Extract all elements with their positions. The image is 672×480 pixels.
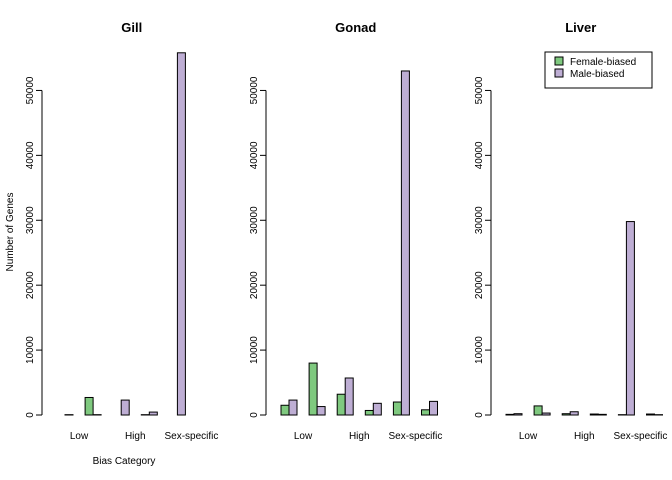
liver-y-tick-label: 0 (474, 412, 485, 418)
gonad-bar-female (336, 393, 346, 416)
legend-label-female: Female-biased (570, 57, 636, 68)
liver-bar-female (646, 413, 655, 416)
liver-y-tick-label: 40000 (474, 141, 485, 169)
gonad-bar-male (372, 402, 382, 416)
gonad-bar-female (280, 404, 290, 416)
gonad-y-tick-label: 0 (249, 412, 260, 418)
gill-bar-female (84, 396, 94, 416)
legend-swatch-male (554, 68, 564, 78)
liver-bar-male (597, 413, 607, 416)
liver-bar-female (533, 405, 543, 416)
liver-category-label: Low (519, 431, 538, 442)
gonad-y-tick-label: 30000 (249, 206, 260, 234)
gonad-bar-male (316, 406, 326, 416)
gonad-y-tick-label: 10000 (249, 336, 260, 364)
gonad-bar-male (344, 377, 354, 416)
gill-y-tick-label: 50000 (25, 76, 36, 104)
y-axis-label: Number of Genes (5, 193, 16, 272)
gonad-category-label: Low (294, 431, 313, 442)
gill-bar-male (120, 399, 130, 416)
gonad-bar-male (288, 399, 298, 416)
gonad-panel-title: Gonad (335, 20, 376, 35)
liver-panel-title: Liver (565, 20, 596, 35)
liver-bar-male (569, 411, 579, 416)
gonad-y-tick-label: 50000 (249, 76, 260, 104)
liver-bar-male (541, 412, 551, 416)
gill-bar-male (148, 411, 158, 416)
gonad-bar-female (364, 409, 374, 416)
x-axis-label: Bias Category (93, 456, 156, 467)
gill-panel-title: Gill (121, 20, 142, 35)
gill-bar-male (176, 52, 186, 416)
gill-y-tick-label: 30000 (25, 206, 36, 234)
liver-bar-male (513, 413, 523, 416)
liver-bar-female (505, 413, 515, 416)
gonad-bar-female (308, 362, 318, 416)
liver-y-tick-label: 10000 (474, 336, 485, 364)
gill-y-tick-label: 10000 (25, 336, 36, 364)
liver-bar-female (589, 413, 599, 416)
gill-y-tick-label: 20000 (25, 271, 36, 299)
gonad-bar-female (421, 409, 430, 416)
gonad-bar-male (400, 70, 410, 416)
legend-label-male: Male-biased (570, 69, 624, 80)
gill-category-label: Low (70, 431, 89, 442)
gill-category-label: Sex-specific (164, 431, 218, 442)
liver-y-tick-label: 50000 (474, 76, 485, 104)
liver-y-tick-label: 30000 (474, 206, 485, 234)
liver-category-label: High (574, 431, 595, 442)
gonad-bar-male (429, 400, 438, 416)
gill-category-label: High (125, 431, 146, 442)
liver-bar-male (625, 221, 635, 416)
liver-bar-female (561, 413, 571, 416)
gonad-y-tick-label: 20000 (249, 271, 260, 299)
gill-y-tick-label: 0 (25, 412, 36, 418)
liver-category-label: Sex-specific (613, 431, 667, 442)
gonad-category-label: Sex-specific (388, 431, 442, 442)
legend-swatch-female (554, 56, 564, 66)
liver-y-tick-label: 20000 (474, 271, 485, 299)
gonad-bar-female (392, 401, 402, 416)
gonad-y-tick-label: 40000 (249, 141, 260, 169)
gill-y-tick-label: 40000 (25, 141, 36, 169)
gonad-category-label: High (349, 431, 370, 442)
